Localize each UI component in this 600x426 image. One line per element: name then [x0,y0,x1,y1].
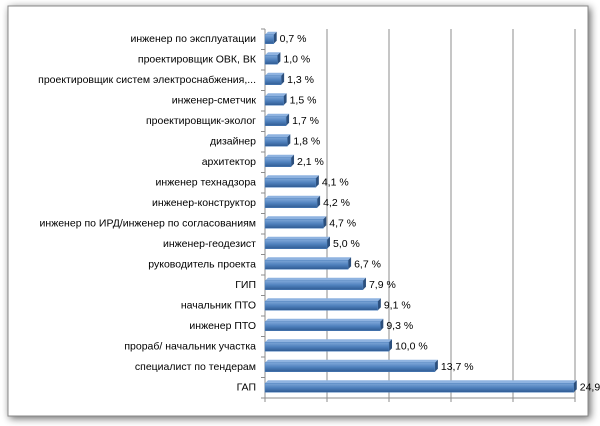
value-label: 13,7 % [441,361,474,373]
bar [264,321,381,331]
y-tick-label: инженер по эксплуатации [130,33,256,45]
bar-side [317,195,321,208]
bar-top [265,52,281,56]
y-tick-label: инженер ПТО [189,320,256,332]
y-tick-label: инженер-сметчик [172,95,257,107]
bar-side [362,277,366,290]
bar-top [265,134,291,138]
y-tick-label: инженер технадзора [156,177,257,189]
bar-side [286,113,290,126]
y-tick-label: проектировщик-эколог [146,115,256,127]
y-tick-label: инженер-геодезист [163,238,256,250]
bar-side [277,52,281,65]
bar-side [273,31,277,44]
value-label: 1,7 % [292,115,319,127]
bar-side [323,216,327,229]
value-label: 4,7 % [329,218,356,230]
bar-side [327,236,330,249]
bar [264,137,288,147]
value-label: 7,9 % [369,279,396,291]
bar-side [291,154,295,167]
y-tick-label: инженер по ИРД/инженер по согласованиям [40,218,256,230]
bar [264,178,317,188]
bar [264,239,328,249]
bar-side [380,318,384,331]
bar-top [265,195,321,199]
value-label: 10,0 % [395,341,428,353]
bar-side [281,72,285,85]
bar-top [265,31,277,35]
bar-side [315,175,319,188]
bar-side [573,380,577,393]
value-label: 1,5 % [290,95,317,107]
y-tick-label: прораб/ начальник участка [124,341,256,353]
bar [264,75,282,85]
bar-top [265,339,392,343]
bar-top [265,257,352,261]
chart-frame [7,5,589,417]
y-tick-label: ГИП [235,279,256,291]
bar-top [265,318,384,322]
y-tick-label: архитектор [202,156,256,168]
value-label: 24,9 [580,382,600,394]
bar-side [287,134,291,147]
y-tick-label: специалист по тендерам [135,361,256,373]
bar [264,157,292,167]
y-tick-label: руководитель проекта [148,259,256,271]
bar-side [434,359,438,372]
value-label: 9,1 % [384,300,411,312]
bar [264,383,575,393]
bar-top [265,277,366,281]
bar-side [389,339,392,352]
bar-top [265,154,295,158]
y-tick-label: дизайнер [210,136,256,148]
bar [264,55,278,65]
value-label: 2,1 % [297,156,324,168]
bar-top [265,113,290,117]
y-tick-label: ГАП [237,382,256,394]
value-label: 1,8 % [293,136,320,148]
bar [264,219,324,229]
bar-top [265,175,319,179]
y-tick-label: проектировщик систем электроснабжения,..… [38,74,256,86]
value-label: 5,0 % [333,238,360,250]
bar-top [265,216,327,220]
value-label: 0,7 % [280,33,307,45]
bar-side [377,298,381,311]
bar-top [265,380,577,384]
bar [264,362,436,372]
value-label: 1,3 % [287,74,314,86]
value-label: 4,2 % [323,197,350,209]
value-label: 6,7 % [354,259,381,271]
bar [264,116,287,126]
value-label: 9,3 % [386,320,413,332]
bar [264,96,284,106]
bar-side [283,93,287,106]
bar [264,342,390,352]
bar-top [265,359,438,363]
value-label: 1,0 % [283,54,310,66]
value-label: 4,1 % [322,177,349,189]
bar-side [348,257,352,270]
y-tick-label: начальник ПТО [181,300,256,312]
bar-top [265,236,330,240]
y-tick-label: инженер-конструктор [152,197,256,209]
bar-top [265,72,285,76]
bar-top [265,93,287,97]
y-tick-label: проектировщик ОВК, ВК [138,54,257,66]
bar [264,260,349,270]
bar [264,301,379,311]
bar [264,34,274,44]
bar [264,198,318,208]
bar-top [265,298,381,302]
bar [264,280,364,290]
